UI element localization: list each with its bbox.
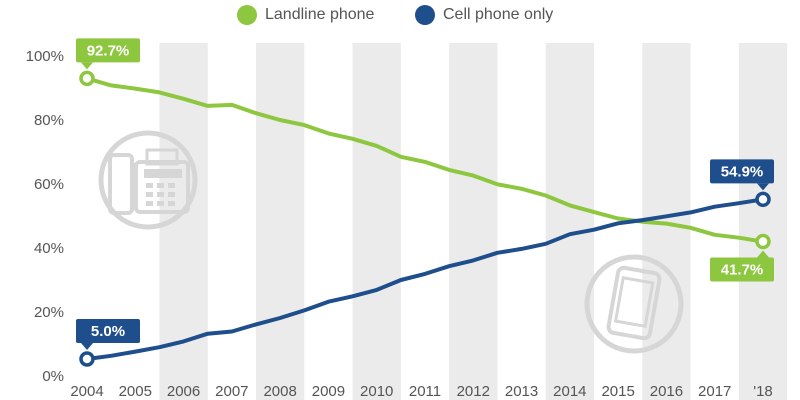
landline-start-marker	[79, 70, 95, 87]
x-tick-label: 2014	[553, 383, 586, 400]
landline-end-label-text: 41.7%	[721, 262, 764, 279]
landline-start-label-box	[76, 38, 140, 63]
year-band	[352, 43, 401, 400]
x-tick-label: 2007	[215, 383, 248, 400]
end-markers: 92.7% 41.7% 5.0% 54.9%	[76, 38, 774, 367]
year-band	[256, 43, 305, 400]
x-tick-label: '18	[753, 383, 773, 400]
x-tick-label: 2008	[263, 383, 296, 400]
x-tick-label: 2010	[360, 383, 393, 400]
landline-start-label-text: 92.7%	[87, 42, 130, 59]
y-tick-label: 80%	[34, 112, 64, 129]
x-tick-label: 2015	[601, 383, 634, 400]
landline-end-label-box	[710, 257, 774, 282]
legend: Landline phone Cell phone only	[0, 5, 800, 29]
y-tick-label: 100%	[26, 48, 64, 65]
y-tick-label: 20%	[34, 304, 64, 321]
y-tick-label: 40%	[34, 240, 64, 257]
series-lines	[85, 76, 765, 361]
legend-swatch-cell	[415, 5, 435, 25]
x-tick-label: 2017	[698, 383, 731, 400]
year-band	[738, 43, 788, 400]
landline-start-label-pointer	[81, 62, 93, 70]
legend-label-landline: Landline phone	[265, 6, 375, 23]
legend-label-cell: Cell phone only	[443, 6, 554, 23]
year-band	[449, 43, 498, 400]
background-icons	[98, 130, 684, 354]
y-tick-label: 0%	[42, 368, 64, 385]
landline-series-line	[85, 76, 765, 244]
x-tick-label: 2004	[70, 383, 103, 400]
landline-end-marker	[755, 233, 771, 250]
cell-end-label-text: 54.9%	[721, 163, 764, 180]
cell-start-label-text: 5.0%	[91, 323, 125, 340]
cell-start-marker	[79, 351, 95, 367]
cell-end-label-pointer	[757, 183, 769, 191]
cell-end-label-box	[710, 159, 774, 184]
year-bands	[159, 43, 788, 400]
legend-item-landline[interactable]: Landline phone	[237, 5, 374, 25]
legend-item-cell[interactable]: Cell phone only	[415, 5, 553, 25]
year-band	[545, 43, 594, 400]
x-tick-label: 2009	[312, 383, 345, 400]
y-axis: 0% 20% 40% 60% 80% 100%	[26, 48, 64, 385]
x-tick-label: 2016	[650, 383, 683, 400]
x-tick-label: 2013	[505, 383, 538, 400]
legend-swatch-landline	[237, 5, 257, 25]
x-tick-label: 2005	[119, 383, 152, 400]
cell-start-label-pointer	[81, 343, 93, 350]
cell-series-line	[85, 197, 765, 361]
x-tick-label: 2011	[409, 383, 441, 400]
y-tick-label: 60%	[34, 176, 64, 193]
cell-start-label-box	[76, 319, 140, 343]
cell-end-marker	[755, 191, 771, 208]
mobile-phone-icon	[584, 254, 684, 354]
landline-end-label-pointer	[757, 250, 769, 258]
x-tick-label: 2006	[167, 383, 200, 400]
x-tick-label: 2012	[457, 383, 490, 400]
fax-phone-icon	[98, 130, 198, 230]
x-axis: 2004 2005 2006 2007 2008 2009 2010 2011 2012 2013…	[70, 383, 772, 400]
